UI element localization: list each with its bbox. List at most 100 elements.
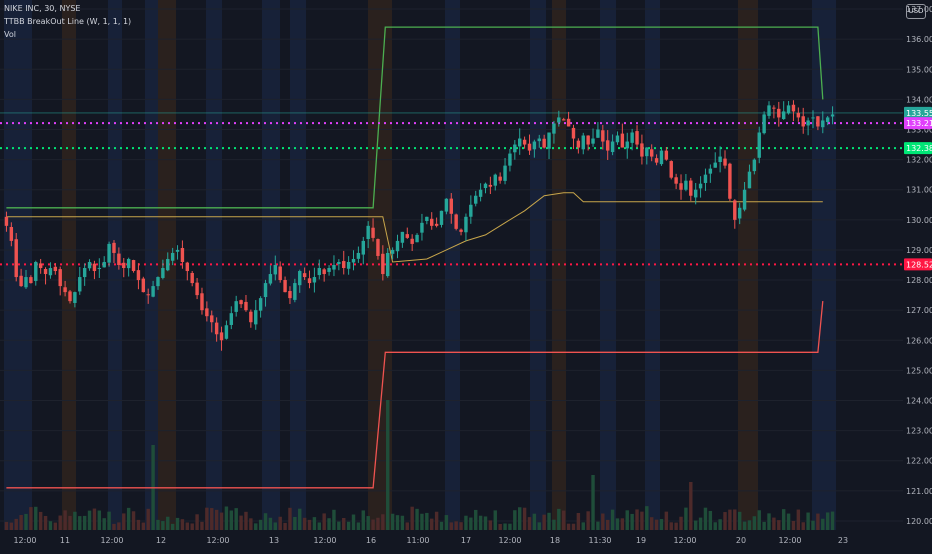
volume-bar — [390, 513, 395, 530]
candle-body — [767, 105, 771, 116]
candle-body — [449, 198, 453, 214]
candle-body — [469, 204, 473, 217]
volume-bar — [146, 508, 150, 530]
time-axis[interactable]: 12:00 11 12:00 12 12:00 13 12:00 16 11:00 17 12:00… — [13, 536, 848, 545]
candle-body — [708, 168, 713, 174]
candle-body — [342, 261, 346, 269]
candle-body — [122, 262, 126, 269]
volume-bar — [654, 519, 659, 530]
candle-body — [698, 183, 703, 189]
candle-body — [561, 119, 566, 121]
candle-body — [146, 294, 150, 296]
y-tick-label: 132.00 — [906, 156, 932, 165]
candle-body — [508, 153, 512, 166]
volume-bar — [87, 510, 92, 530]
volume-bar — [752, 516, 757, 530]
candle-body — [517, 138, 522, 147]
volume-bar — [293, 516, 297, 530]
session-band — [206, 0, 222, 530]
volume-bar — [542, 514, 546, 530]
volume-bar — [527, 517, 532, 530]
volume-bar — [742, 521, 747, 530]
volume-bar — [596, 521, 600, 530]
volume-bar — [273, 522, 278, 530]
volume-bar — [112, 523, 116, 530]
volume-bar — [552, 519, 556, 530]
volume-bar — [571, 523, 576, 530]
candle-body — [317, 268, 322, 276]
volume-bar — [351, 514, 356, 530]
candle-body — [542, 138, 546, 148]
volume-bar — [92, 508, 97, 530]
candle-body — [307, 278, 312, 284]
volume-bar — [698, 517, 703, 530]
volume-bar — [718, 519, 722, 530]
candle-body — [615, 135, 620, 143]
candle-body — [591, 138, 595, 144]
volume-bar — [488, 520, 493, 530]
volume-bar — [302, 517, 307, 530]
volume-bar — [254, 523, 258, 530]
candle-body — [34, 261, 38, 281]
volume-bar — [166, 516, 170, 530]
candle-body — [283, 280, 287, 293]
session-band — [645, 0, 660, 530]
volume-bar — [395, 515, 400, 530]
currency-badge[interactable]: USD — [906, 4, 926, 19]
volume-bar — [781, 509, 786, 530]
candle-body — [547, 132, 551, 149]
breakout-mid-line — [6, 192, 823, 263]
breakout-lower-line — [6, 301, 824, 489]
volume-bar — [356, 522, 361, 530]
volume-bar — [214, 509, 219, 530]
volume-bar — [278, 516, 282, 530]
indicator-title[interactable]: TTBB BreakOut Line (W, 1, 1, 1) — [4, 17, 132, 26]
candle-body — [141, 278, 146, 293]
candle-body — [811, 117, 815, 119]
volume-title[interactable]: Vol — [4, 30, 16, 39]
x-tick-label: 11:30 — [588, 536, 611, 545]
candle-body — [185, 262, 190, 272]
volume-bar — [180, 519, 185, 530]
candle-body — [102, 261, 106, 268]
candle-body — [48, 268, 53, 276]
volume-bar — [581, 522, 585, 530]
candle-body — [195, 282, 199, 296]
candle-body — [376, 239, 380, 256]
candle-body — [527, 143, 532, 151]
volume-bar — [649, 517, 654, 530]
y-tick-label: 127.00 — [906, 306, 932, 315]
candle-body — [82, 268, 87, 278]
x-tick-label: 12:00 — [206, 536, 229, 545]
volume-bar — [459, 522, 463, 530]
candle-body — [488, 184, 493, 187]
candle-body — [356, 252, 361, 259]
candle-body — [180, 247, 185, 262]
candle-body — [654, 158, 659, 163]
volume-bar — [537, 522, 541, 530]
volume-bar — [679, 516, 683, 530]
breakout-upper-line — [6, 26, 824, 209]
volume-bar — [420, 513, 424, 530]
symbol-title[interactable]: NIKE INC, 30, NYSE — [4, 4, 81, 13]
candle-body — [371, 227, 375, 238]
volume-bar — [430, 518, 434, 530]
candle-body — [151, 286, 155, 297]
volume-bar — [122, 513, 126, 530]
volume-bar — [469, 517, 473, 530]
volume-bar — [244, 511, 248, 530]
price-axis[interactable]: 137.00 136.00 135.00 134.00 133.00 132.00 131.… — [906, 5, 932, 526]
candle-body — [762, 114, 766, 134]
candle-body — [268, 274, 273, 284]
volume-bar — [258, 519, 263, 530]
candle-body — [620, 133, 625, 148]
candle-body — [801, 116, 805, 127]
volume-bar — [434, 511, 439, 530]
candle-body — [557, 117, 561, 123]
candle-body — [19, 275, 23, 287]
volume-bar — [19, 515, 23, 530]
candle-body — [112, 242, 116, 253]
volume-bar — [444, 515, 449, 530]
candle-body — [234, 301, 238, 312]
